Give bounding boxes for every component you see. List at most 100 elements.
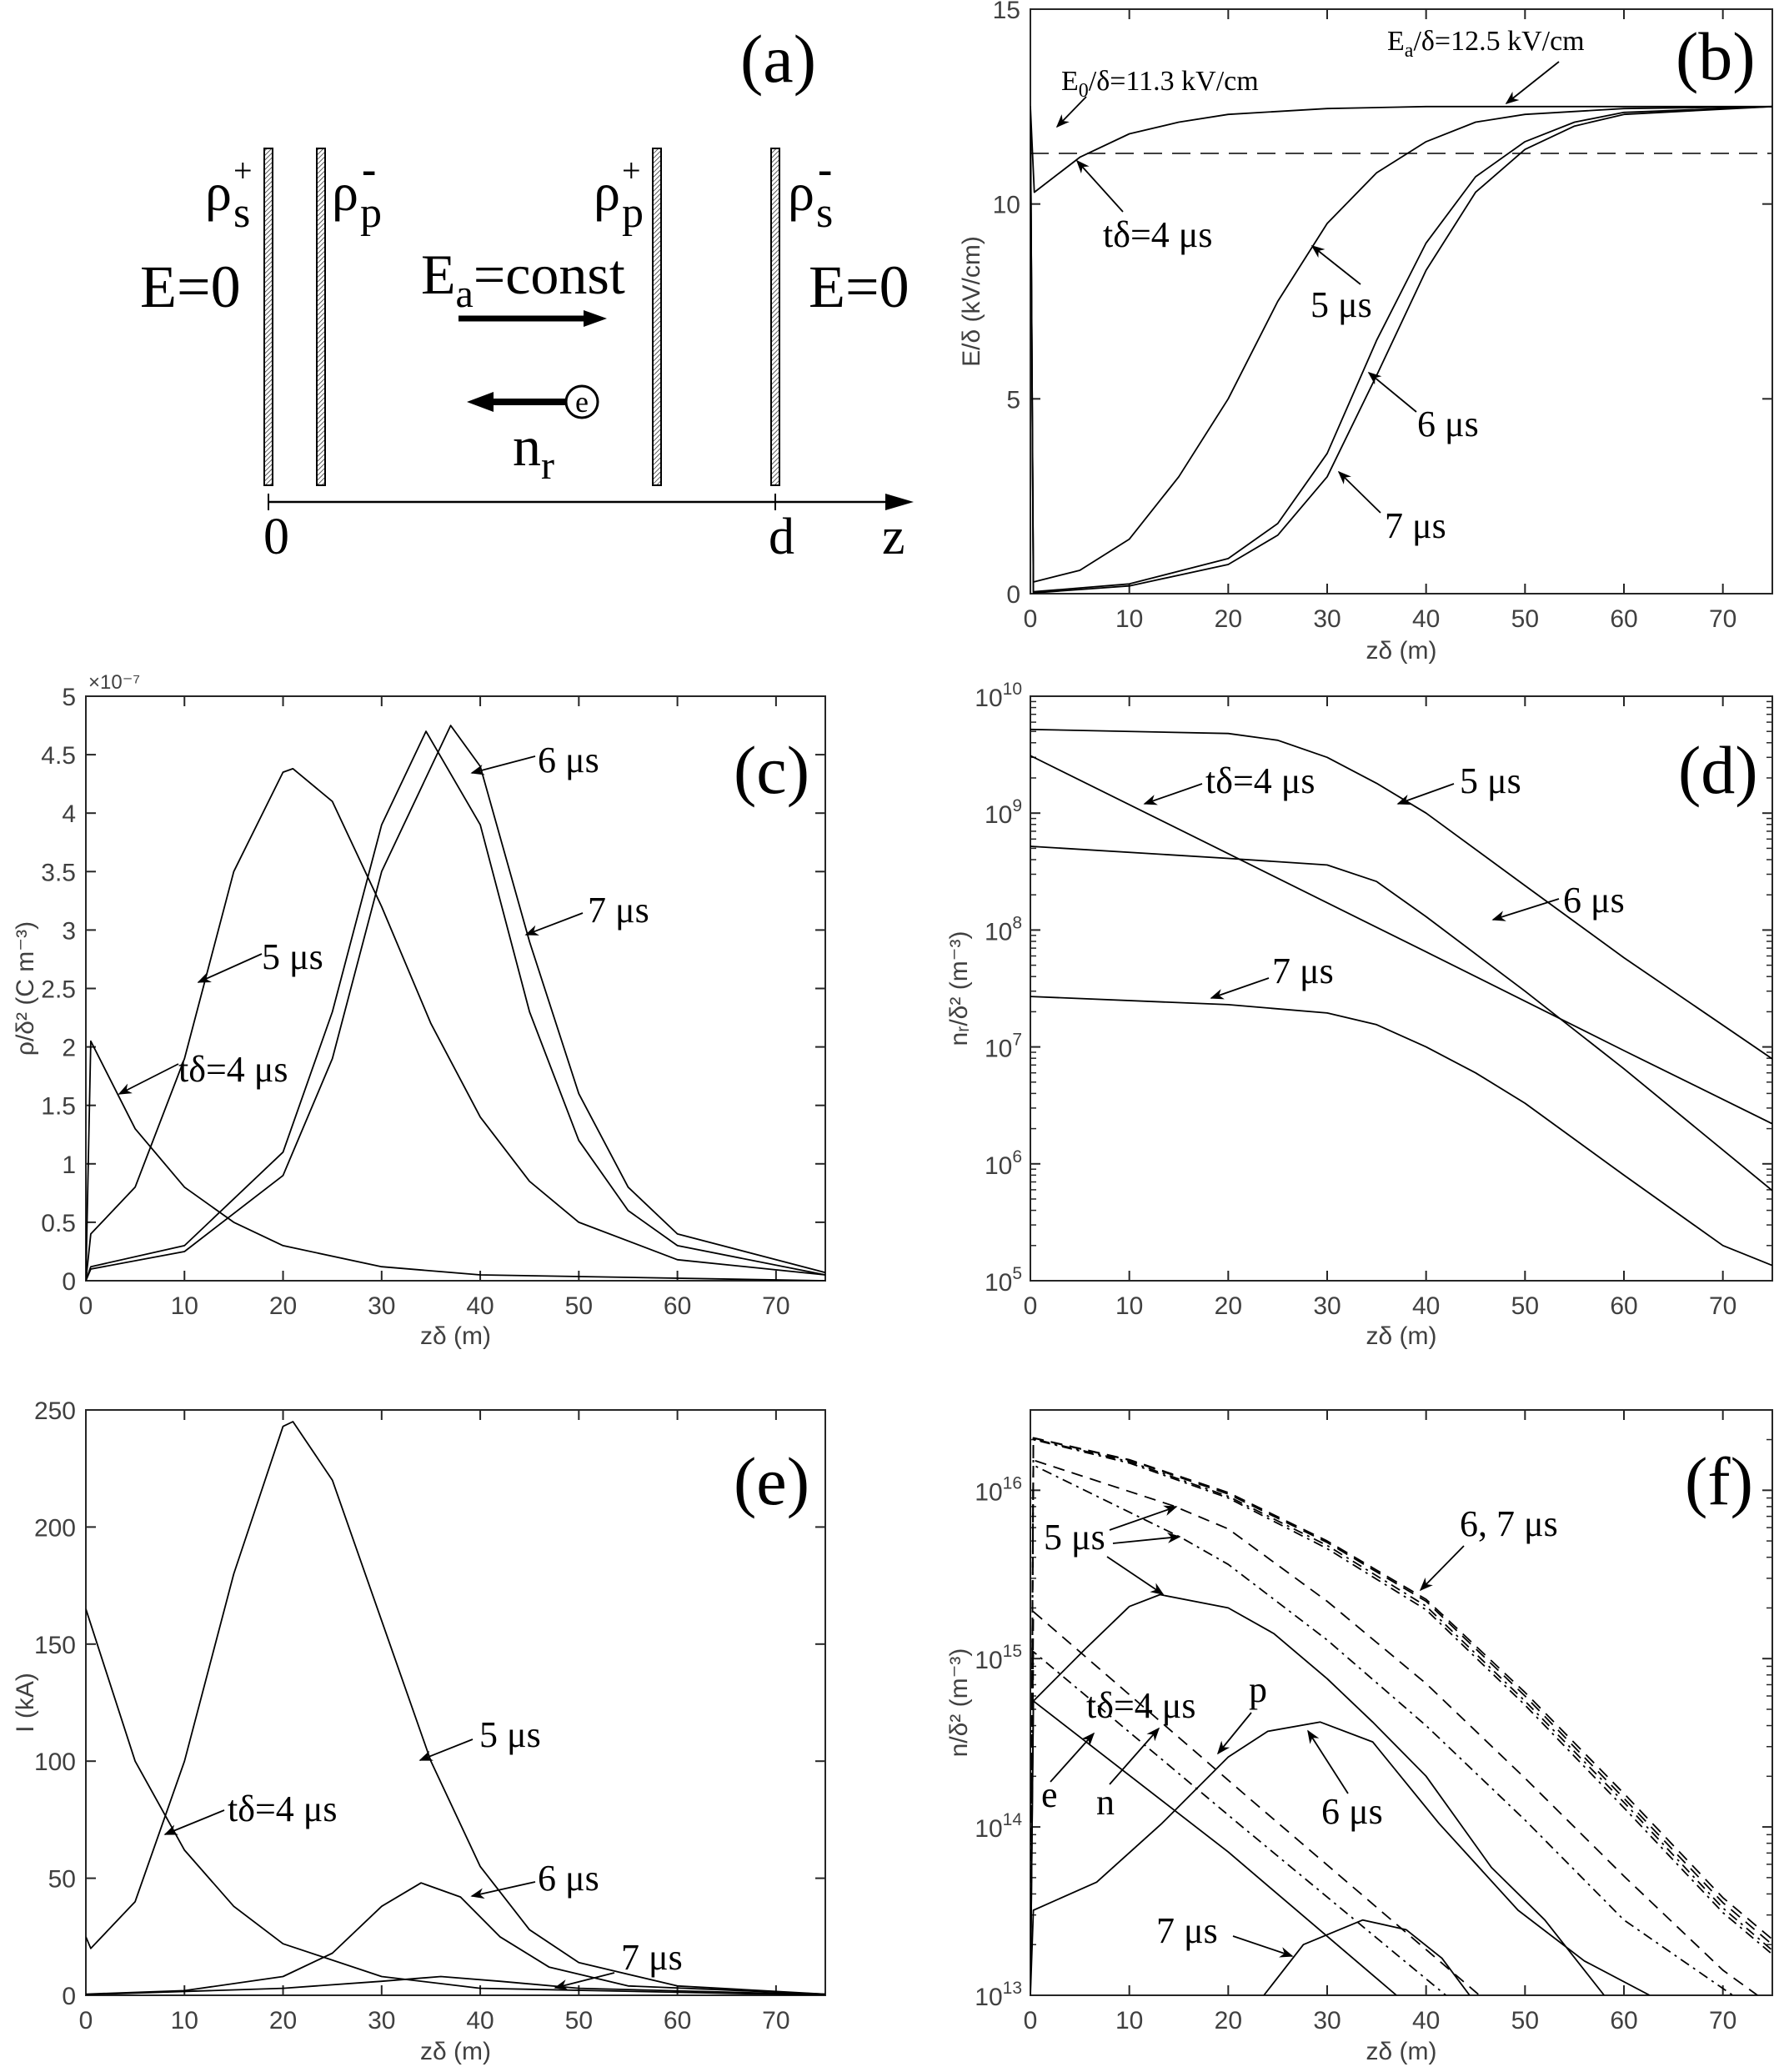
x-tick-label: 30 [1313,1292,1341,1320]
y-tick-base: 10 [985,1152,1012,1180]
x-tick-label: 60 [1610,1292,1637,1320]
runaway-subscript: r [541,444,554,488]
label-rho-s-minus: ρ - s [788,146,833,237]
series-line-6-s [86,730,825,1281]
annotation-arrow [1075,159,1124,213]
x-tick-label: 0 [1024,2007,1038,2034]
z-axis-arrow-head [885,494,914,510]
annotation-text: 5 μs [1460,760,1521,801]
x-tick-label: 0 [1024,605,1038,633]
series-line-6-s [1030,105,1772,593]
series-line-6-s-e [1030,1721,1651,1995]
y-tick-label: 4 [62,800,76,828]
x-tick-label: 60 [664,2007,691,2034]
x-tick-label: 20 [1215,2007,1242,2034]
applied-field-label: Ea=const [421,243,625,316]
y-tick-exponent: 10 [1003,680,1022,699]
panel-a-diagram: (a) ρ + s ρ - p ρ + p ρ - s E=0 E=0 Ea=c… [140,21,914,565]
y-tick-label: 1 [62,1151,76,1179]
y-tick-base: 10 [975,1815,1002,1843]
annotation-label: 7 μs [1156,1910,1218,1951]
annotation-text: tδ=4 μs [1103,214,1212,255]
annotation-text: tδ=4 μs [1086,1685,1195,1726]
annotation-text: p [1249,1669,1267,1710]
series-line-4-s [1030,755,1772,1125]
annotation-label: 6 μs [538,740,599,780]
y-tick-label: 200 [34,1514,76,1542]
y-tick-label: 1015 [975,1642,1022,1674]
x-tick-label: 30 [1313,2007,1341,2034]
electron-symbol: e [575,385,589,419]
panel-label-c: (c) [734,732,809,808]
y-tick-label: 1010 [975,680,1022,712]
x-tick-label: 50 [565,2007,593,2034]
chart-panel-c: 0 10 20 30 40 50 60 70 0 0.5 1 1.5 2 2.5 3 3.5 4 4.5 5 ×10⁻… [12,671,826,1350]
y-tick-label: 5 [1006,386,1020,414]
series-line-7-s [86,1975,825,1995]
annotation-label: tδ=4 μs [1086,1685,1195,1726]
y-tick-label: 150 [34,1632,76,1659]
x-tick-label: 60 [664,1292,691,1320]
y-tick-label: 0.5 [41,1210,76,1237]
y-tick-exponent: 8 [1012,913,1022,932]
annotation-text: 6 μs [538,1858,599,1899]
annotation-arrow [1106,1556,1165,1595]
chart-panel-b: 0 10 20 30 40 50 60 70 0 5 10 15 zδ (m) E/δ (kV/cm) Ea… [958,0,1773,665]
x-axis-label: zδ (m) [1366,1322,1436,1350]
y-tick-base: 10 [975,1647,1002,1674]
annotation-arrow [524,912,584,936]
plot-area-c [85,695,826,1282]
x-tick-label: 30 [368,2007,395,2034]
annotation-label: n [1096,1782,1115,1823]
y-tick-base: 10 [975,685,1002,712]
series-line-5-s [86,768,825,1281]
y-tick-exponent: 15 [1003,1642,1022,1661]
annotation-arrow [1050,1732,1095,1783]
annotation-text: 5 μs [1310,284,1372,325]
label-rho-p-minus: ρ - p [332,146,382,237]
plot-area-d [1030,695,1773,1282]
z-axis-origin-label: 0 [263,509,289,565]
surface-charge-plate-right [770,148,780,486]
annotation-arrow [1307,1729,1349,1794]
annotation-subscript: 0 [1079,80,1089,102]
y-tick-label: 106 [985,1147,1022,1180]
annotation-label: Ea/δ=12.5 kV/cm [1387,26,1585,62]
series-line-7-s [1030,996,1772,1267]
series-line-4-s [86,1608,825,1995]
label-rho-s-plus: ρ + s [205,152,253,237]
x-tick-label: 40 [1412,605,1440,633]
annotation-arrow [118,1063,179,1095]
series-line-7-s [86,725,825,1281]
annotation-text: 5 μs [479,1714,541,1755]
annotation-arrow [554,1972,615,1990]
annotation-arrow [1396,783,1455,805]
series-line-6-s [86,1882,825,1995]
annotation-text: 5 μs [1044,1517,1105,1558]
x-tick-label: 50 [565,1292,593,1320]
y-axis-label: I (kA) [12,1673,39,1733]
annotation-subscript: a [1405,40,1414,62]
right-field-label: E=0 [809,253,910,320]
y-tick-label: 109 [985,796,1022,829]
y-axis-label: nᵣ/δ² (m⁻³) [945,931,973,1046]
series-line-6-s-n [1030,1438,1772,1995]
annotation-label: tδ=4 μs [1103,214,1212,255]
series-line-4-s [1030,105,1772,193]
y-tick-exponent: 5 [1012,1264,1022,1283]
series-line-7-s-p [1030,1437,1772,1995]
annotation-rest: /δ=11.3 kV/cm [1089,66,1259,97]
annotation-rest: /δ=12.5 kV/cm [1413,26,1584,57]
series-line-4-s [86,1040,825,1281]
applied-field-value: =const [474,243,625,306]
y-axis-label: E/δ (kV/cm) [958,236,985,367]
annotation-arrow [1109,1505,1178,1531]
x-tick-label: 30 [368,1292,395,1320]
rho-symbol: ρ [332,163,358,222]
x-axis-label: zδ (m) [420,1322,491,1350]
annotation-text: tδ=4 μs [228,1789,337,1829]
annotation-arrow [1216,1712,1252,1755]
